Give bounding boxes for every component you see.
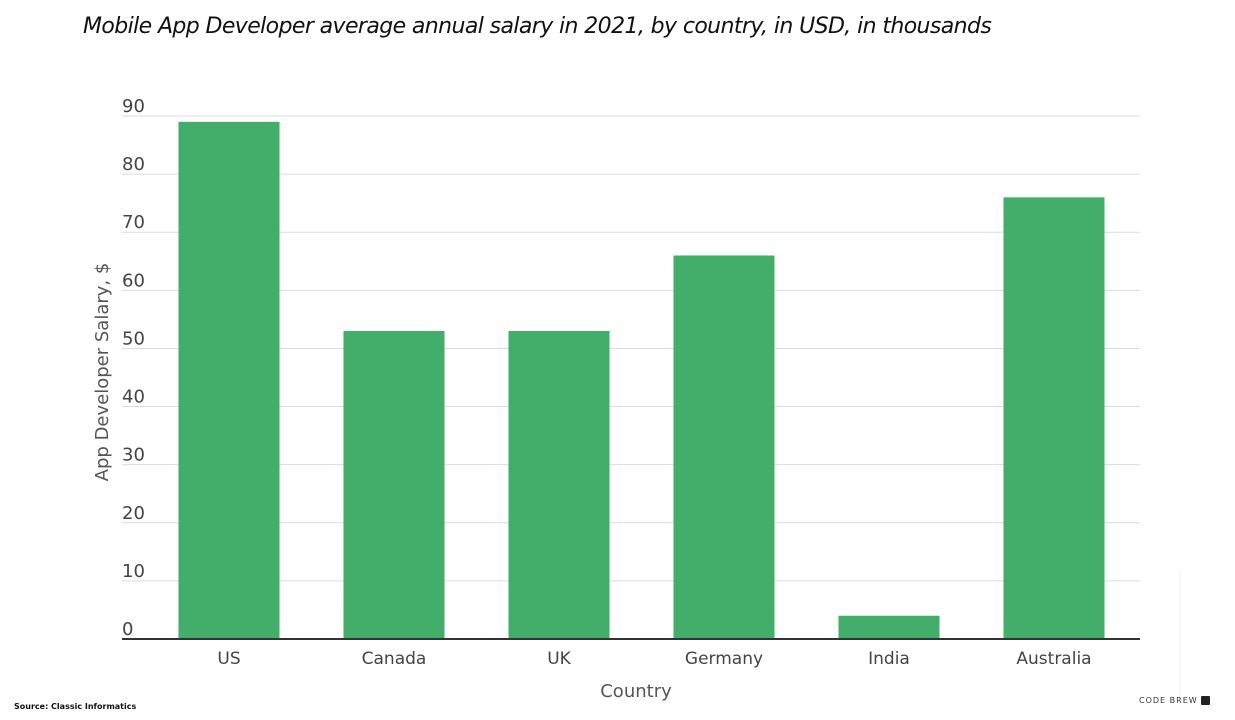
x-tick-label: Germany [685, 649, 763, 669]
x-axis-label: Country [600, 681, 672, 702]
y-tick-label: 10 [122, 561, 145, 582]
y-tick-label: 40 [122, 387, 145, 408]
y-tick-label: 30 [122, 445, 145, 466]
y-tick-label: 50 [122, 328, 145, 349]
bar-india [838, 615, 940, 639]
y-tick-label: 0 [122, 619, 133, 640]
bar-canada [343, 331, 445, 639]
code-brew-logo: CODE BREW [1139, 696, 1210, 705]
y-tick-label: 20 [122, 503, 145, 524]
source-note: Source: Classic Informatics [14, 702, 137, 711]
x-tick-label: India [868, 649, 910, 669]
x-tick-label: UK [547, 649, 571, 669]
chart-title: Mobile App Developer average annual sala… [83, 14, 992, 39]
y-tick-label: 90 [122, 96, 145, 117]
x-tick-label: US [217, 649, 240, 669]
x-tick-label: Canada [362, 649, 427, 669]
y-tick-label: 70 [122, 212, 145, 233]
logo-text: CODE BREW [1139, 696, 1198, 705]
bar-uk [508, 331, 610, 639]
coffee-cup-icon [1200, 696, 1210, 705]
bar-germany [673, 255, 775, 639]
x-tick-label: Australia [1016, 649, 1091, 669]
y-tick-label: 60 [122, 270, 145, 291]
y-tick-label: 80 [122, 154, 145, 175]
bar-australia [1003, 197, 1105, 639]
y-axis-label: App Developer Salary, $ [92, 263, 113, 482]
bar-us [178, 121, 280, 640]
